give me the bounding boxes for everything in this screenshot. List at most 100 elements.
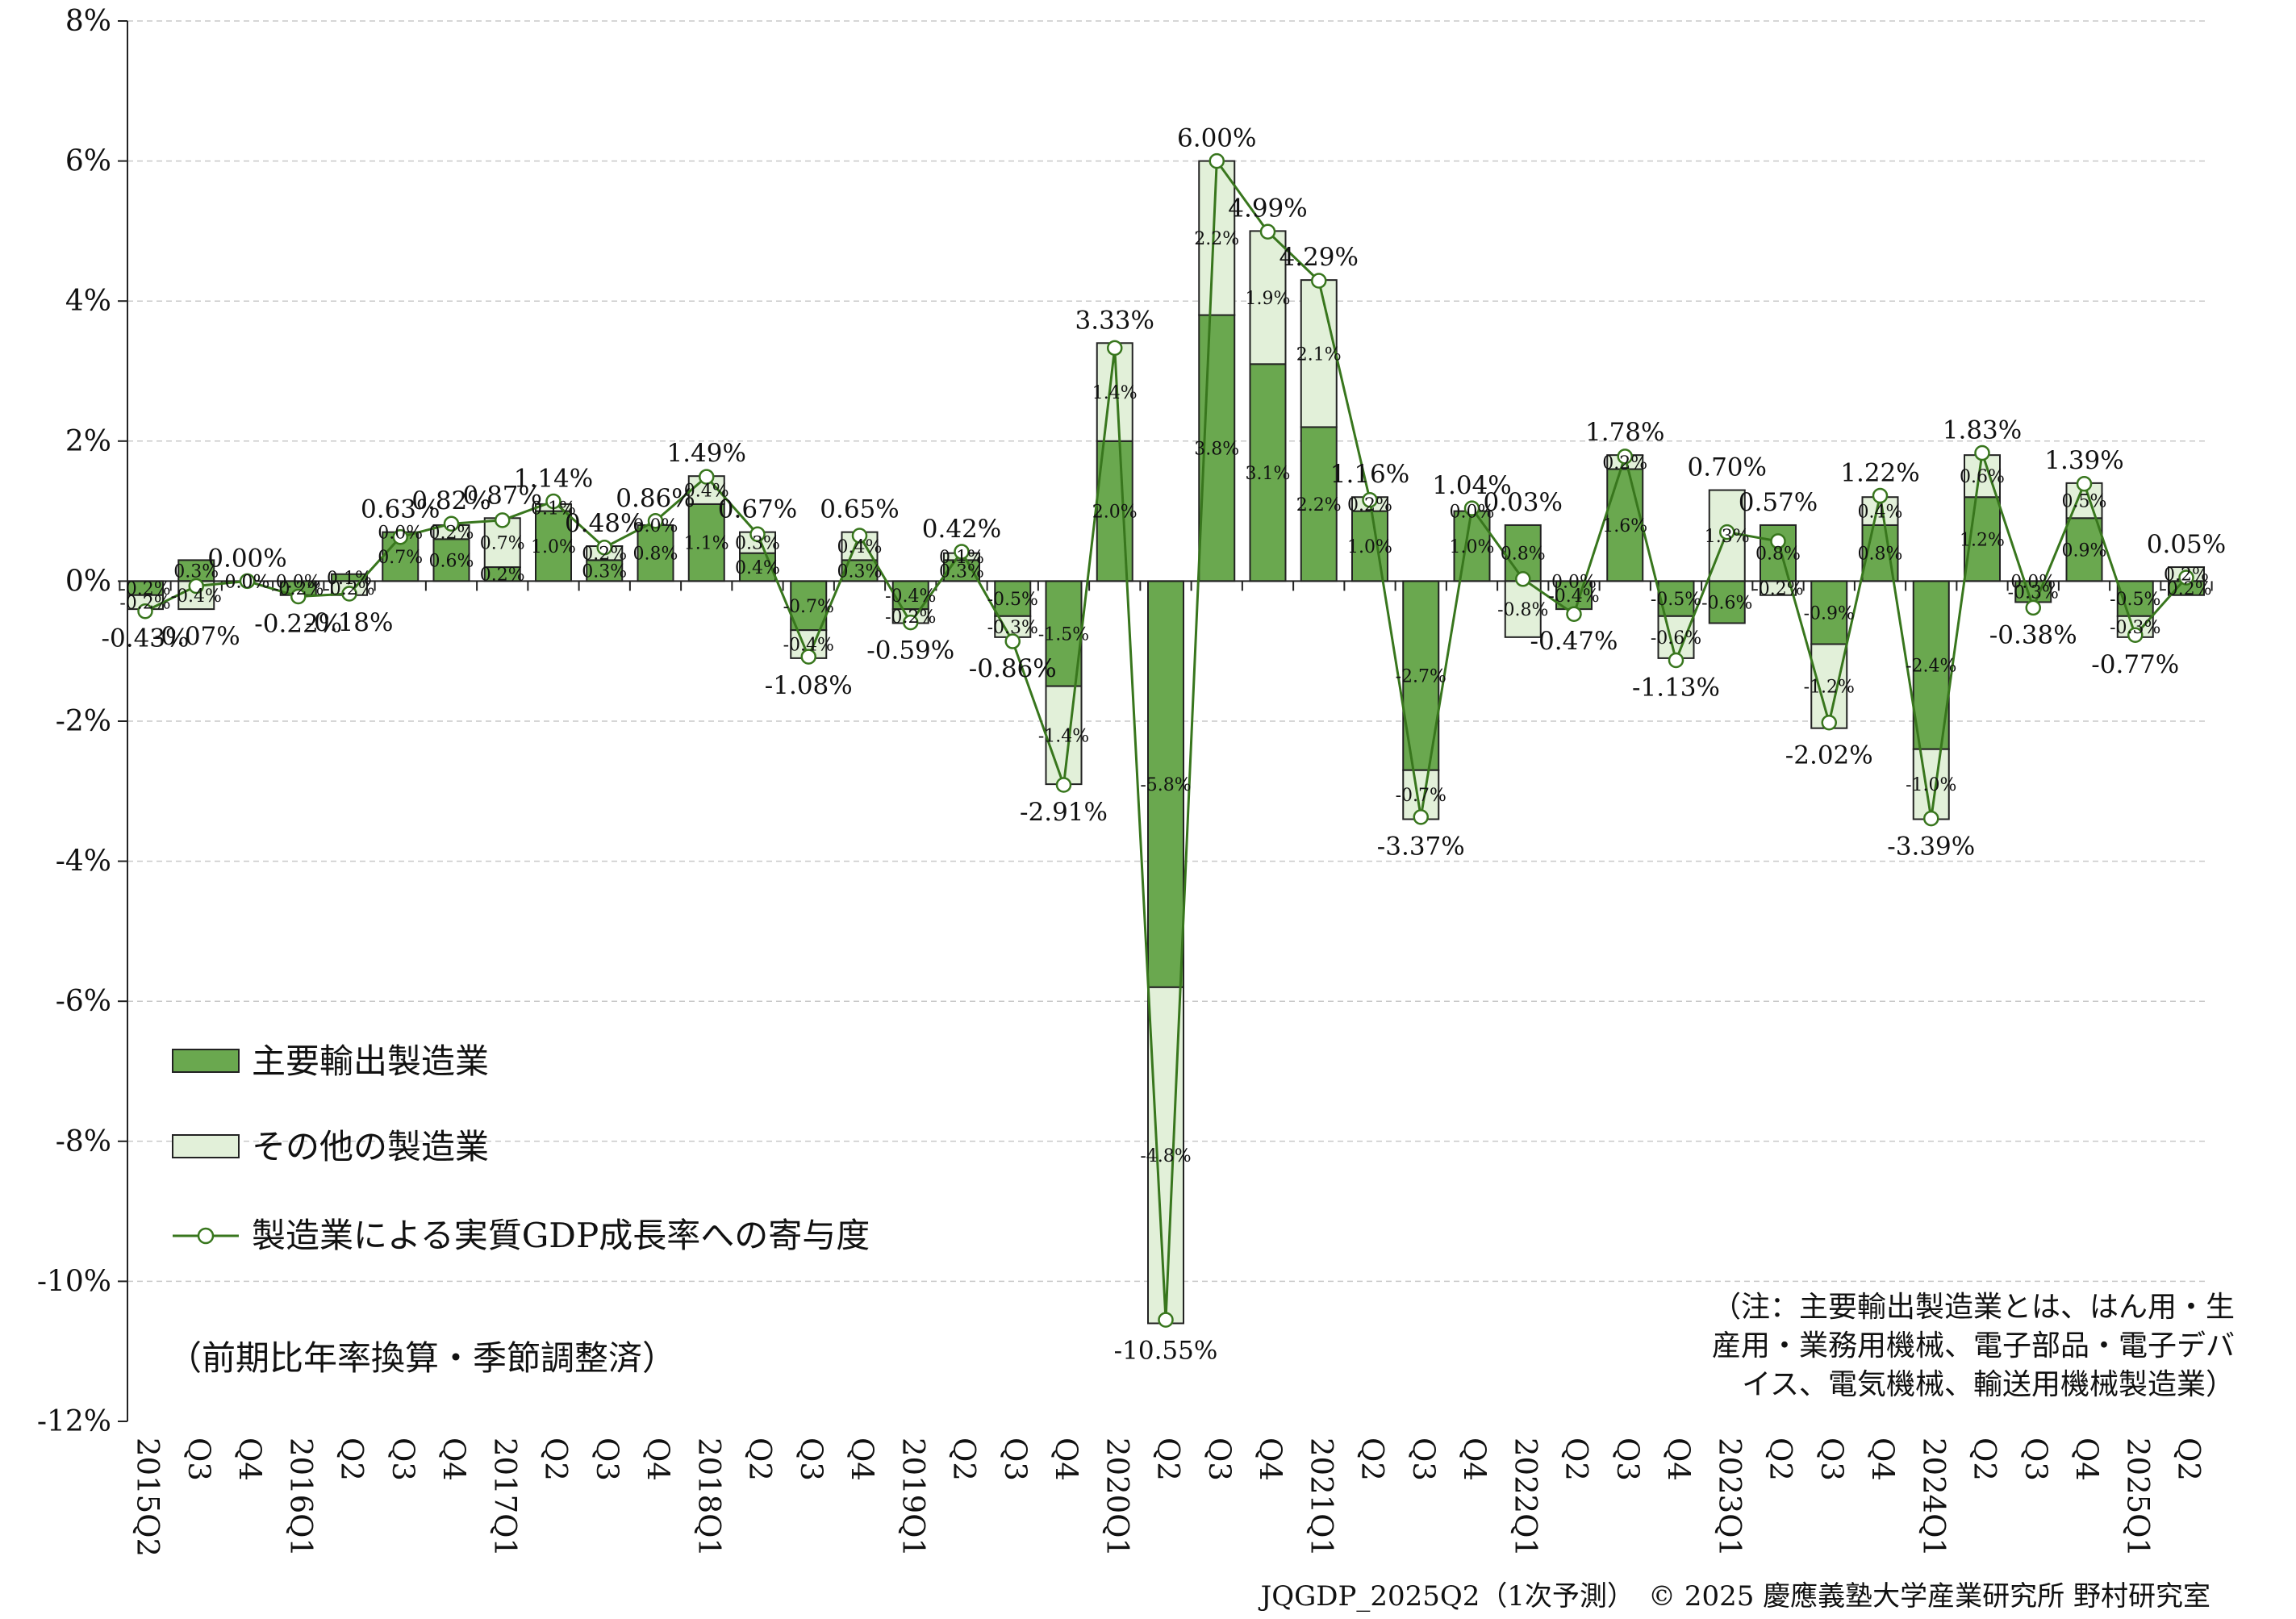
y-tick-label: 8%	[65, 5, 111, 38]
x-tick-label: Q2	[1151, 1437, 1186, 1481]
total-point	[1515, 571, 1531, 587]
x-tick-label: Q3	[1610, 1437, 1645, 1481]
legend-label-other: その他の製造業	[252, 1127, 489, 1166]
total-label: 1.16%	[1330, 460, 1409, 489]
bars	[127, 160, 2205, 1325]
y-tick-label: 6%	[65, 145, 111, 178]
bar-main	[1045, 580, 1083, 687]
bar-main-label: 0.8%	[1501, 545, 1546, 565]
total-label: 1.39%	[2044, 446, 2123, 475]
bar-main-label: 1.6%	[1602, 516, 1647, 536]
total-point	[1055, 777, 1072, 793]
total-point	[2025, 599, 2041, 616]
bar-other-label: 0.0%	[225, 572, 270, 592]
total-label: 1.04%	[1432, 471, 1511, 500]
bar-main-label: -0.5%	[1651, 590, 1701, 610]
total-label: -0.59%	[866, 636, 954, 665]
legend-label-main: 主要輸出製造業	[252, 1041, 489, 1081]
total-point	[545, 493, 561, 510]
total-point	[800, 649, 816, 665]
total-label: 1.83%	[1943, 416, 2022, 445]
total-point	[239, 573, 256, 590]
bar-main-label: -0.4%	[885, 586, 936, 607]
bar-other-label: 0.1%	[531, 499, 576, 519]
x-tick-label: Q3	[182, 1437, 216, 1481]
total-point	[341, 586, 357, 602]
bar-other-label: -0.3%	[2110, 618, 2160, 638]
total-label: 1.14%	[514, 464, 593, 493]
y-axis: 8% 6% 4% 2% 0% -2% -4% -6% -8% -10% -12%	[37, 5, 128, 1438]
total-labels: -0.43%-0.07%0.00%-0.22%-0.18%0.63%0.82%0…	[102, 124, 2227, 1366]
legend-swatch-other	[172, 1134, 240, 1158]
total-label: 1.22%	[1840, 459, 1919, 488]
bar-other	[1045, 685, 1083, 786]
bar-main-label: 2.2%	[1296, 495, 1342, 515]
bar-main	[637, 524, 674, 582]
bar-other-label: 0.4%	[684, 482, 729, 502]
total-label: 4.99%	[1228, 194, 1307, 223]
bar-other-label: 0.7%	[480, 534, 525, 554]
y-tick-label: -8%	[56, 1125, 111, 1158]
total-point	[1158, 1312, 1174, 1328]
x-tick-label: Q2	[539, 1437, 574, 1481]
y-tick-label: -4%	[56, 845, 111, 878]
x-tick-label: Q2	[1764, 1437, 1798, 1481]
bar-other-label: -0.6%	[1651, 628, 1701, 649]
bar-other-label: -0.4%	[171, 586, 222, 607]
x-tick-label: Q4	[2069, 1437, 2104, 1481]
bar-other-label: 1.3%	[1705, 527, 1750, 547]
total-point	[596, 539, 612, 556]
total-label: -0.38%	[1989, 620, 2077, 649]
total-point	[1617, 449, 1633, 465]
total-point	[495, 512, 511, 528]
bar-other-label: -0.4%	[783, 636, 834, 656]
x-tick-label: Q3	[386, 1437, 420, 1481]
total-point	[1107, 340, 1123, 357]
x-tick-label: Q4	[232, 1437, 267, 1481]
x-tick-label: Q2	[1355, 1437, 1390, 1481]
x-tick-label: Q2	[947, 1437, 982, 1481]
bar-other-label: -0.3%	[987, 618, 1038, 638]
total-label: 0.87%	[463, 481, 542, 510]
x-tick-label: Q3	[2018, 1437, 2053, 1481]
bar-other-label: -1.4%	[1038, 726, 1089, 746]
bar-other-label: 0.3%	[735, 534, 780, 554]
bar-main-label: 0.2%	[480, 565, 525, 586]
total-point	[290, 588, 307, 605]
bar-main-label: 1.1%	[684, 534, 729, 554]
bar-main-label: 2.0%	[1092, 503, 1138, 523]
bar-main	[177, 559, 215, 582]
bar-main-label: -1.5%	[1038, 625, 1089, 645]
total-point	[2178, 570, 2194, 586]
x-tick-label: 2023Q1	[1712, 1437, 1747, 1557]
x-tick-label: 2021Q1	[1304, 1437, 1338, 1557]
y-tick-label: -10%	[37, 1265, 111, 1298]
bar-other	[1504, 580, 1542, 638]
x-tick-label: 2015Q2	[131, 1437, 165, 1557]
total-point	[1311, 273, 1327, 289]
total-point	[699, 469, 715, 485]
bar-other-label: 0.0%	[1450, 503, 1495, 523]
y-tick-label: 2%	[65, 425, 111, 458]
total-label: -0.86%	[969, 654, 1057, 683]
bar-main-label: 0.3%	[837, 561, 883, 582]
total-point	[1719, 524, 1735, 540]
bar-main-label: 0.8%	[1858, 545, 1903, 565]
x-tick-label: Q2	[743, 1437, 778, 1481]
x-tick-label: 2022Q1	[1508, 1437, 1542, 1557]
x-tick-label: 2018Q1	[691, 1437, 726, 1557]
total-point	[903, 614, 919, 631]
y-tick-label: 4%	[65, 285, 111, 318]
total-point	[954, 544, 970, 560]
bar-other	[1249, 230, 1287, 365]
bar-main-label: -0.3%	[2008, 582, 2059, 603]
bar-other-label: 1.9%	[1246, 289, 1291, 309]
bar-other-label: -1.0%	[1906, 775, 1956, 795]
total-label: 6.00%	[1177, 124, 1256, 153]
bar-main-label: -5.8%	[1140, 775, 1191, 795]
total-point	[1259, 223, 1276, 240]
bar-other-label: 0.0%	[2010, 572, 2056, 592]
bar-other-label: 1.4%	[1092, 383, 1138, 403]
bar-main-label: 0.8%	[633, 545, 678, 565]
